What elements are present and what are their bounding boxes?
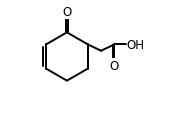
Text: O: O <box>110 59 119 72</box>
Text: OH: OH <box>126 39 144 52</box>
Text: O: O <box>62 6 72 19</box>
